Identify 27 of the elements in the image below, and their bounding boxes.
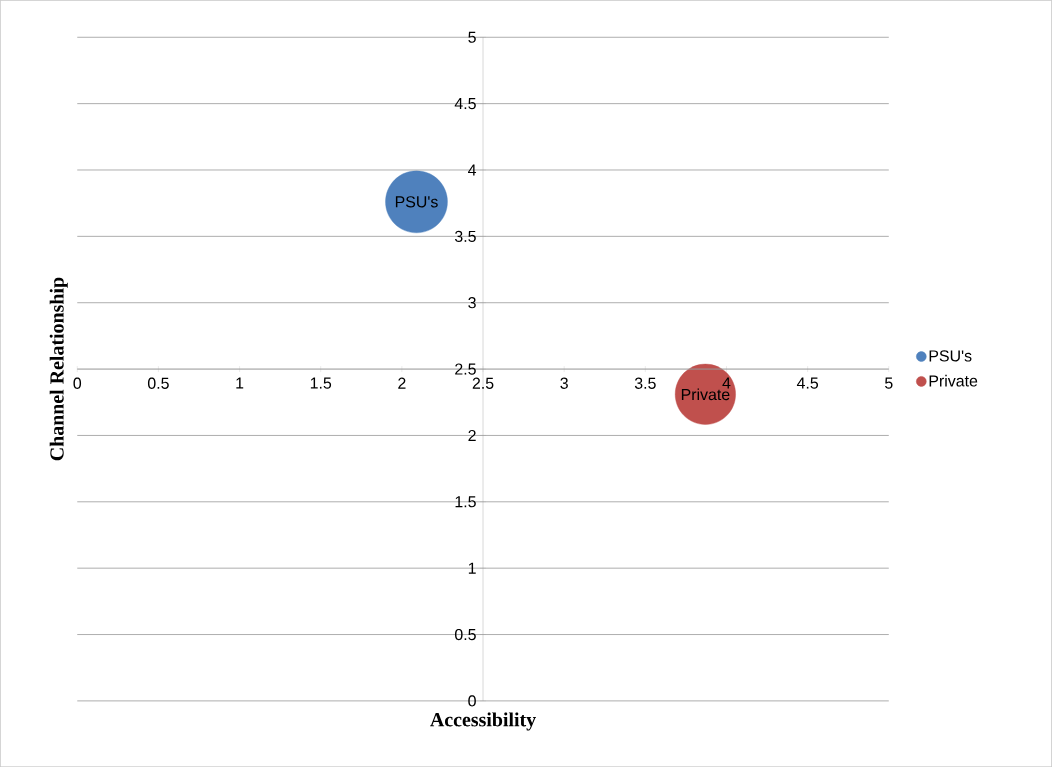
y-tick-label: 4 [468,164,477,176]
x-tick-label: 4.5 [796,377,819,389]
y-tick-label: 0 [468,695,476,707]
x-tick-label: 5 [885,377,893,389]
text: Private [681,388,730,401]
y-tick-label: 5 [468,31,476,43]
x-axis-title: Accessibility [430,712,536,731]
x-tick-label: 1 [236,377,244,389]
legend-label: PSU's [929,350,972,362]
x-tick-label: 3.5 [634,377,656,389]
x-tick-label: 0 [73,377,82,389]
x-tick-label: 4 [722,377,731,389]
x-tick-label: 1.5 [310,377,332,389]
legend-label: Private [929,374,978,387]
y-tick-label: 3.5 [454,230,476,242]
y-tick-label: 1.5 [455,496,476,508]
y-tick-label: 2 [468,429,476,441]
y-axis-title: Channel Relationship [49,277,68,461]
x-tick-label: 0.5 [147,377,169,389]
x-tick-label: 2 [398,377,406,389]
text: PSU's [395,196,438,208]
y-tick-label: 0.5 [454,628,476,641]
y-tick-label: 4.5 [454,97,476,110]
y-tick-label: 3 [468,297,476,309]
x-tick-label: 3 [560,377,568,389]
y-tick-label: 1 [468,562,476,574]
y-tick-label: 2.5 [455,363,476,375]
